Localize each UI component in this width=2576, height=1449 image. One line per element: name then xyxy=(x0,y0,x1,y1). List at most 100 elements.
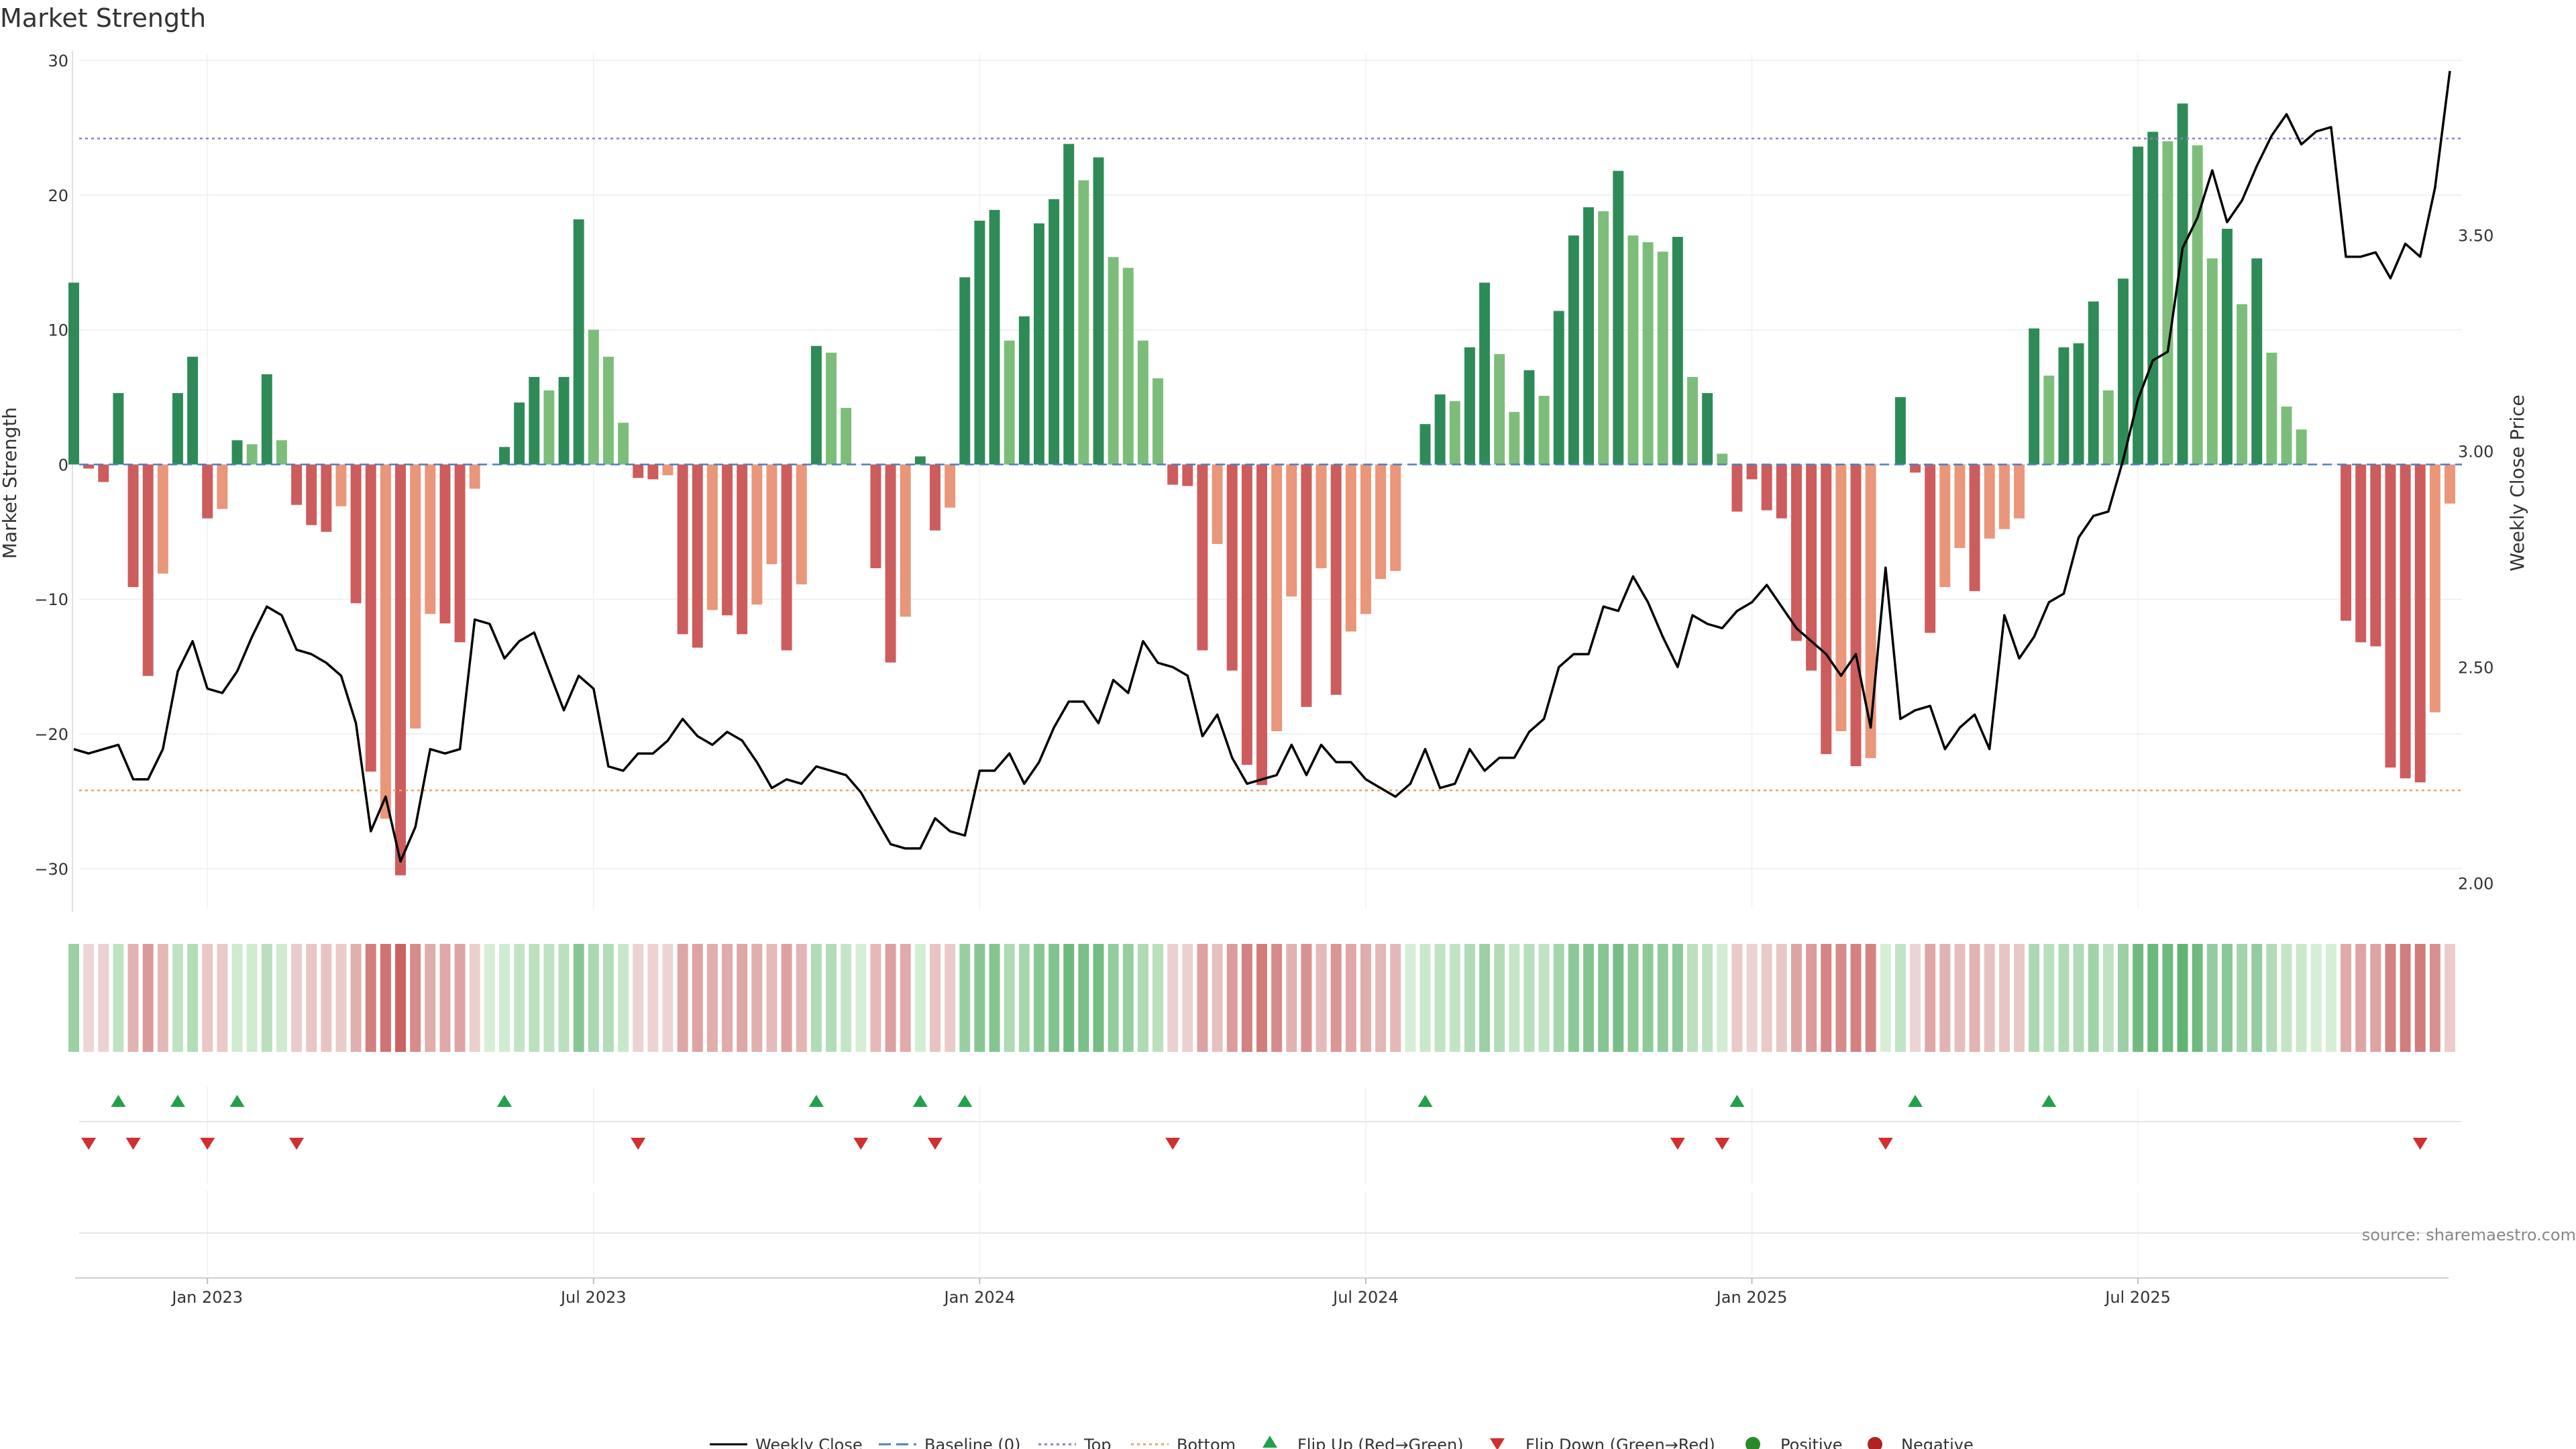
heat-cell xyxy=(1850,944,1862,1052)
legend-flip-up-icon xyxy=(1263,1436,1277,1448)
heat-cell xyxy=(1835,944,1847,1052)
heat-cell xyxy=(1390,944,1401,1052)
flip-up-icon xyxy=(1908,1095,1923,1107)
strength-bar xyxy=(2221,229,2233,465)
strength-bar xyxy=(1494,354,1505,465)
strength-bar xyxy=(2073,343,2084,465)
heat-cell xyxy=(1790,944,1802,1052)
heat-cell xyxy=(83,944,95,1052)
heat-cell xyxy=(1553,944,1564,1052)
strength-bar xyxy=(261,374,272,465)
strength-bar xyxy=(1419,424,1431,465)
left-tick-label: 0 xyxy=(58,455,68,474)
strength-bar xyxy=(499,447,510,465)
x-tick-label: Jan 2023 xyxy=(170,1288,243,1307)
heat-cell xyxy=(425,944,436,1052)
heat-cell xyxy=(543,944,555,1052)
flip-down-icon xyxy=(1715,1138,1730,1150)
strength-bar xyxy=(1910,464,1921,473)
strength-heat-strip xyxy=(68,944,2455,1052)
heat-cell xyxy=(1360,944,1371,1052)
reference-lines xyxy=(79,138,2462,792)
strength-bar xyxy=(1152,378,1164,465)
legend-flip-down: Flip Down (Green→Red) xyxy=(1525,1436,1715,1449)
heat-cell xyxy=(706,944,718,1052)
flip-up-icon xyxy=(808,1095,824,1107)
flip-up-icon xyxy=(2041,1095,2057,1107)
heat-cell xyxy=(454,944,466,1052)
strength-bar xyxy=(1687,376,1698,465)
strength-bar xyxy=(826,352,837,465)
left-tick-label: 10 xyxy=(48,321,68,340)
strength-bar xyxy=(1033,223,1044,465)
strength-bar xyxy=(796,464,807,585)
heat-cell xyxy=(1004,944,1015,1052)
heat-cell xyxy=(321,944,332,1052)
heat-cell xyxy=(2073,944,2084,1052)
heat-cell xyxy=(1998,944,2010,1052)
strength-bar xyxy=(722,464,733,616)
strength-bar xyxy=(2043,375,2055,465)
strength-bar xyxy=(425,464,436,614)
strength-bar xyxy=(231,440,243,465)
strength-bar xyxy=(781,464,792,651)
heat-cell xyxy=(602,944,614,1052)
heat-cell xyxy=(1375,944,1387,1052)
x-tick-label: Jan 2024 xyxy=(943,1288,1016,1307)
strength-bar xyxy=(1449,401,1460,465)
heat-cell xyxy=(974,944,985,1052)
strength-bar xyxy=(1167,464,1179,485)
heat-cell xyxy=(810,944,822,1052)
strength-bar xyxy=(1108,257,1119,465)
heat-cell xyxy=(2414,944,2426,1052)
heat-cell xyxy=(1182,944,1193,1052)
strength-bar xyxy=(306,464,317,525)
heat-cell xyxy=(1672,944,1683,1052)
heat-cell xyxy=(2221,944,2233,1052)
heat-cell xyxy=(1241,944,1252,1052)
heat-cell xyxy=(291,944,303,1052)
strength-bar xyxy=(618,423,629,465)
strength-bar xyxy=(380,464,391,819)
strength-bar xyxy=(647,464,659,480)
strength-bar xyxy=(2014,464,2025,519)
strength-bar xyxy=(1375,464,1387,580)
heat-cell xyxy=(1731,944,1743,1052)
strength-bar xyxy=(1004,340,1015,465)
strength-bar xyxy=(1538,396,1550,465)
heat-cell xyxy=(2237,944,2248,1052)
strength-bar xyxy=(365,464,376,772)
heat-cell xyxy=(1761,944,1772,1052)
heat-cell xyxy=(514,944,525,1052)
strength-bar xyxy=(573,219,584,465)
heat-cell xyxy=(677,944,688,1052)
flip-up-icon xyxy=(957,1095,973,1107)
heat-cell xyxy=(885,944,896,1052)
heat-cell xyxy=(959,944,971,1052)
flip-down-icon xyxy=(289,1138,305,1150)
heat-cell xyxy=(1122,944,1134,1052)
right-tick-label: 3.50 xyxy=(2458,226,2493,245)
flip-up-icon xyxy=(912,1095,928,1107)
strength-bar xyxy=(1553,311,1564,465)
strength-bar xyxy=(692,464,703,648)
strength-bar xyxy=(677,464,688,635)
strength-bar xyxy=(2237,304,2248,465)
strength-bar xyxy=(2385,464,2396,768)
strength-bar xyxy=(2400,464,2411,779)
heat-cell xyxy=(633,944,644,1052)
heat-cell xyxy=(127,944,139,1052)
strength-bar xyxy=(1717,453,1728,465)
strength-bar xyxy=(2429,464,2440,712)
strength-bar xyxy=(1806,464,1817,671)
flip-up-icon xyxy=(111,1095,126,1107)
strength-bar xyxy=(1568,235,1579,465)
strength-bar xyxy=(2192,145,2203,465)
heat-cell xyxy=(855,944,867,1052)
heat-cell xyxy=(2147,944,2159,1052)
heat-cell xyxy=(1256,944,1267,1052)
heat-cell xyxy=(2385,944,2396,1052)
heat-cell xyxy=(662,944,674,1052)
heat-cell xyxy=(1152,944,1164,1052)
legend-top: Top xyxy=(1083,1436,1112,1449)
